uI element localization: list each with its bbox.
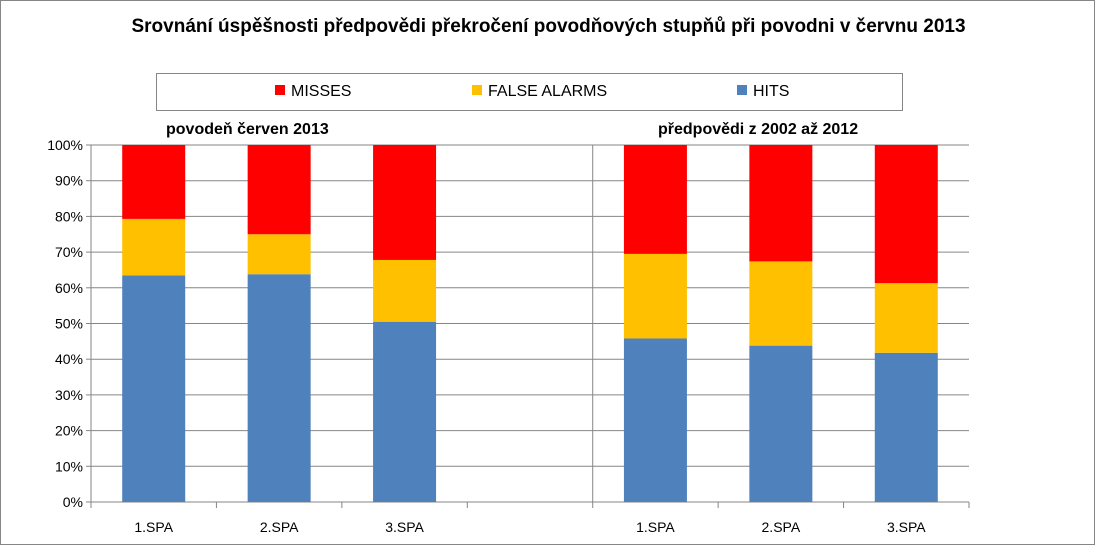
bar-hits xyxy=(247,274,311,502)
chart-legend: MISSES FALSE ALARMS HITS xyxy=(156,73,903,111)
bar-misses xyxy=(247,145,311,235)
bar-misses xyxy=(122,145,186,219)
bar-false-alarms xyxy=(623,253,687,339)
bar-false-alarms xyxy=(373,259,437,322)
y-tick-label: 50% xyxy=(55,316,83,332)
legend-label-hits: HITS xyxy=(753,83,790,100)
y-tick-label: 30% xyxy=(55,387,83,403)
bar-hits xyxy=(874,352,938,502)
bar-hits xyxy=(749,345,813,502)
legend-label-false-alarms: FALSE ALARMS xyxy=(488,83,608,100)
legend-swatch-false-alarms xyxy=(472,85,482,95)
bar-misses xyxy=(373,145,437,260)
bar-hits xyxy=(623,338,687,502)
legend-swatch-misses xyxy=(275,85,285,95)
bar-hits xyxy=(122,275,186,502)
x-tick-label: 3.SPA xyxy=(887,519,926,535)
legend-item-hits: HITS xyxy=(737,83,789,101)
y-tick-label: 80% xyxy=(55,208,83,224)
x-tick-label: 1.SPA xyxy=(636,519,675,535)
x-tick-label: 2.SPA xyxy=(260,519,299,535)
y-tick-label: 60% xyxy=(55,280,83,296)
y-tick-label: 70% xyxy=(55,244,83,260)
bar-false-alarms xyxy=(749,261,813,346)
bar-false-alarms xyxy=(874,283,938,353)
y-tick-label: 10% xyxy=(55,458,83,474)
x-tick-label: 1.SPA xyxy=(134,519,173,535)
bar-misses xyxy=(749,145,813,262)
group-label-june-2013: povodeň červen 2013 xyxy=(166,121,329,138)
legend-item-misses: MISSES xyxy=(275,83,351,101)
y-tick-label: 0% xyxy=(63,494,83,510)
x-tick-label: 3.SPA xyxy=(385,519,424,535)
bar-hits xyxy=(373,321,437,502)
y-tick-label: 40% xyxy=(55,351,83,367)
legend-item-false-alarms: FALSE ALARMS xyxy=(472,83,607,101)
bar-false-alarms xyxy=(122,218,186,276)
legend-swatch-hits xyxy=(737,85,747,95)
chart-title: Srovnání úspěšnosti předpovědi překročen… xyxy=(131,16,966,37)
x-tick-label: 2.SPA xyxy=(762,519,801,535)
group-label-2002-2012: předpovědi z 2002 až 2012 xyxy=(658,121,859,138)
bar-misses xyxy=(874,145,938,284)
y-tick-label: 90% xyxy=(55,173,83,189)
legend-label-misses: MISSES xyxy=(291,83,352,100)
bar-false-alarms xyxy=(247,234,311,275)
y-tick-label: 20% xyxy=(55,423,83,439)
bar-misses xyxy=(623,145,687,254)
y-tick-label: 100% xyxy=(47,137,83,153)
